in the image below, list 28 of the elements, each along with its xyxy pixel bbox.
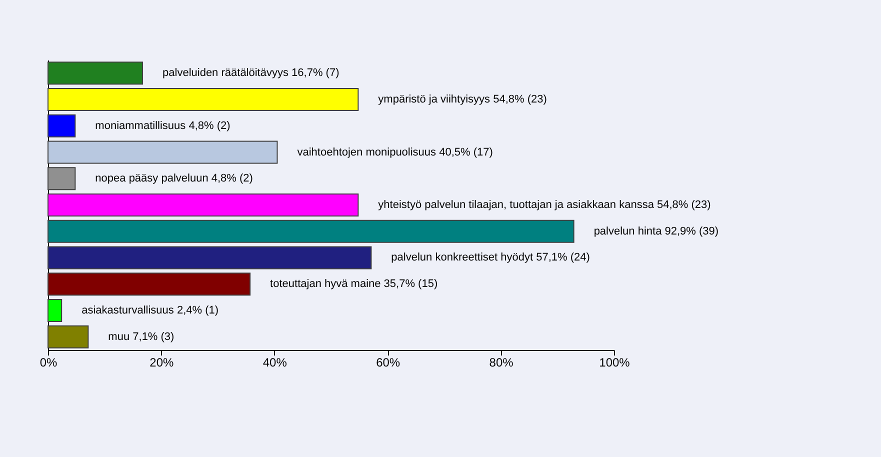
data-label: vaihtoehtojen monipuolisuus 40,5% (17) — [297, 146, 493, 158]
bar — [48, 167, 76, 190]
bar — [48, 220, 574, 243]
bar — [48, 298, 62, 322]
data-label: moniammatillisuus 4,8% (2) — [95, 120, 230, 132]
bar — [48, 114, 76, 138]
bar — [48, 272, 251, 296]
data-label: palveluiden räätälöitävyys 16,7% (7) — [162, 67, 340, 80]
bar — [48, 194, 359, 216]
bar — [48, 62, 144, 85]
bar — [48, 246, 372, 270]
x-tick-label: 20% — [150, 356, 174, 370]
x-tick-label: 100% — [599, 356, 630, 370]
x-tick-label: 60% — [376, 356, 400, 370]
bar — [48, 88, 359, 112]
bar — [48, 325, 89, 348]
x-tick-label: 0% — [40, 356, 58, 370]
data-label: yhteistyö palvelun tilaajan, tuottajan ja asiakkaan kanssa 54,8% (23) — [378, 199, 711, 211]
data-label: toteuttajan hyvä maine 35,7% (15) — [270, 278, 438, 290]
x-tick-label: 80% — [489, 356, 514, 370]
data-label: asiakasturvallisuus 2,4% (1) — [82, 304, 219, 316]
x-tick-label: 40% — [262, 356, 288, 370]
data-label: ympäristö ja viihtyisyys 54,8% (23) — [378, 94, 547, 106]
data-label: palvelun hinta 92,9% (39) — [594, 225, 719, 238]
data-label: muu 7,1% (3) — [108, 330, 174, 343]
data-label: palvelun konkreettiset hyödyt 57,1% (24) — [391, 252, 590, 264]
data-label: nopea pääsy palveluun 4,8% (2) — [95, 172, 253, 185]
bar — [48, 140, 278, 164]
